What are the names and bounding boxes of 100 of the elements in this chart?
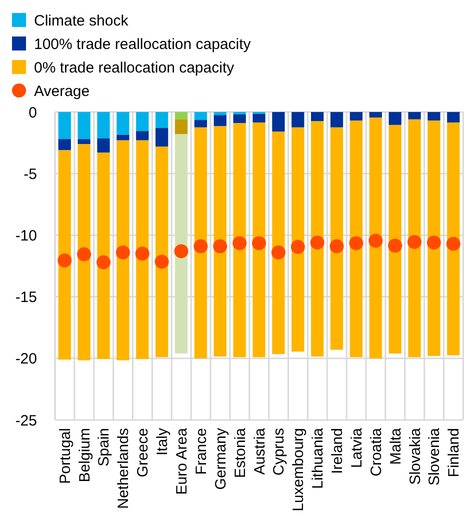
x-tick-label: Finland (446, 428, 463, 478)
bar (428, 112, 440, 121)
bar (330, 127, 344, 350)
bar (58, 139, 71, 150)
point (58, 253, 72, 268)
y-tick-label: -20 (15, 350, 37, 368)
y-tick-label: -10 (15, 227, 37, 244)
point (368, 234, 383, 248)
bar (408, 112, 421, 120)
bar (58, 150, 71, 360)
x-tick-label: Cyprus (270, 428, 288, 476)
point (154, 254, 169, 269)
point (408, 234, 422, 249)
x-tick-label: Lithuania (310, 427, 327, 489)
bar (310, 112, 324, 122)
bar (214, 115, 226, 126)
x-tick-label: Estonia (232, 427, 249, 478)
point (426, 236, 441, 250)
bar (194, 127, 208, 358)
y-tick-label: 0 (28, 104, 37, 122)
bar (97, 152, 110, 360)
x-tick-label: Spain (96, 428, 113, 466)
bar (350, 120, 363, 358)
bar (97, 138, 110, 153)
bar (292, 112, 304, 128)
point (96, 255, 110, 270)
bar (233, 114, 246, 124)
bar (447, 122, 460, 356)
x-tick-label: Germany (212, 428, 230, 490)
legend-label: 0% trade reallocation capacity (34, 59, 235, 76)
bar (58, 112, 71, 140)
bar (310, 121, 324, 357)
x-tick-label: Portugal (56, 428, 74, 484)
bar (97, 112, 110, 138)
bar (388, 124, 402, 354)
x-tick-label: Euro Area (174, 427, 190, 495)
legend-label: 100% trade reallocation capacity (34, 36, 252, 53)
bar (136, 112, 149, 132)
legend-label: Climate shock (34, 12, 129, 30)
bar (194, 112, 208, 120)
point (349, 236, 364, 250)
bar (78, 144, 90, 360)
point (310, 236, 324, 250)
y-tick-label: -15 (15, 289, 37, 306)
bar (155, 112, 168, 128)
legend-label: Average (34, 82, 90, 100)
bar (252, 114, 266, 122)
bar (155, 128, 168, 146)
point (77, 247, 92, 262)
bar (136, 140, 149, 360)
x-tick-label: Belgium (76, 428, 94, 482)
point (446, 236, 460, 251)
point (213, 239, 228, 254)
x-tick-label: France (192, 428, 210, 475)
bar (388, 112, 402, 125)
bar (116, 112, 130, 135)
bar (116, 134, 130, 140)
point (271, 245, 286, 260)
x-tick-label: Austria (251, 427, 268, 475)
x-tick-label: Slovenia (426, 427, 444, 486)
bar (155, 146, 168, 358)
point (252, 236, 266, 250)
x-tick-label: Italy (154, 428, 172, 456)
bar (292, 127, 304, 352)
bar (272, 112, 285, 132)
bar (174, 119, 188, 134)
x-tick-label: Latvia (348, 427, 366, 468)
x-tick-label: Croatia (368, 427, 385, 476)
bar (369, 118, 382, 358)
bar (78, 139, 90, 144)
bar (233, 123, 246, 358)
y-tick-label: -25 (15, 412, 37, 430)
bar (116, 140, 130, 360)
point (135, 246, 150, 261)
point (194, 239, 208, 254)
point (388, 238, 402, 253)
bar (408, 119, 421, 358)
x-tick-label: Luxembourg (290, 428, 308, 512)
bar (252, 122, 266, 358)
point (232, 236, 247, 250)
point (116, 245, 130, 260)
bar (174, 134, 188, 354)
x-tick-label: Greece (134, 428, 152, 478)
bar (214, 126, 226, 357)
x-tick-label: Netherlands (115, 428, 132, 509)
bar (447, 112, 460, 122)
point (290, 240, 305, 254)
bar (78, 112, 90, 140)
point (330, 239, 344, 254)
bar (214, 112, 226, 116)
point (174, 244, 188, 258)
bar (272, 132, 285, 354)
bar (136, 131, 149, 140)
bar (194, 120, 208, 128)
bar (350, 112, 363, 121)
x-tick-label: Malta (387, 427, 404, 465)
bar (174, 112, 188, 120)
x-tick-label: Slovakia (406, 427, 424, 485)
bar (330, 112, 344, 128)
bar (428, 120, 440, 356)
